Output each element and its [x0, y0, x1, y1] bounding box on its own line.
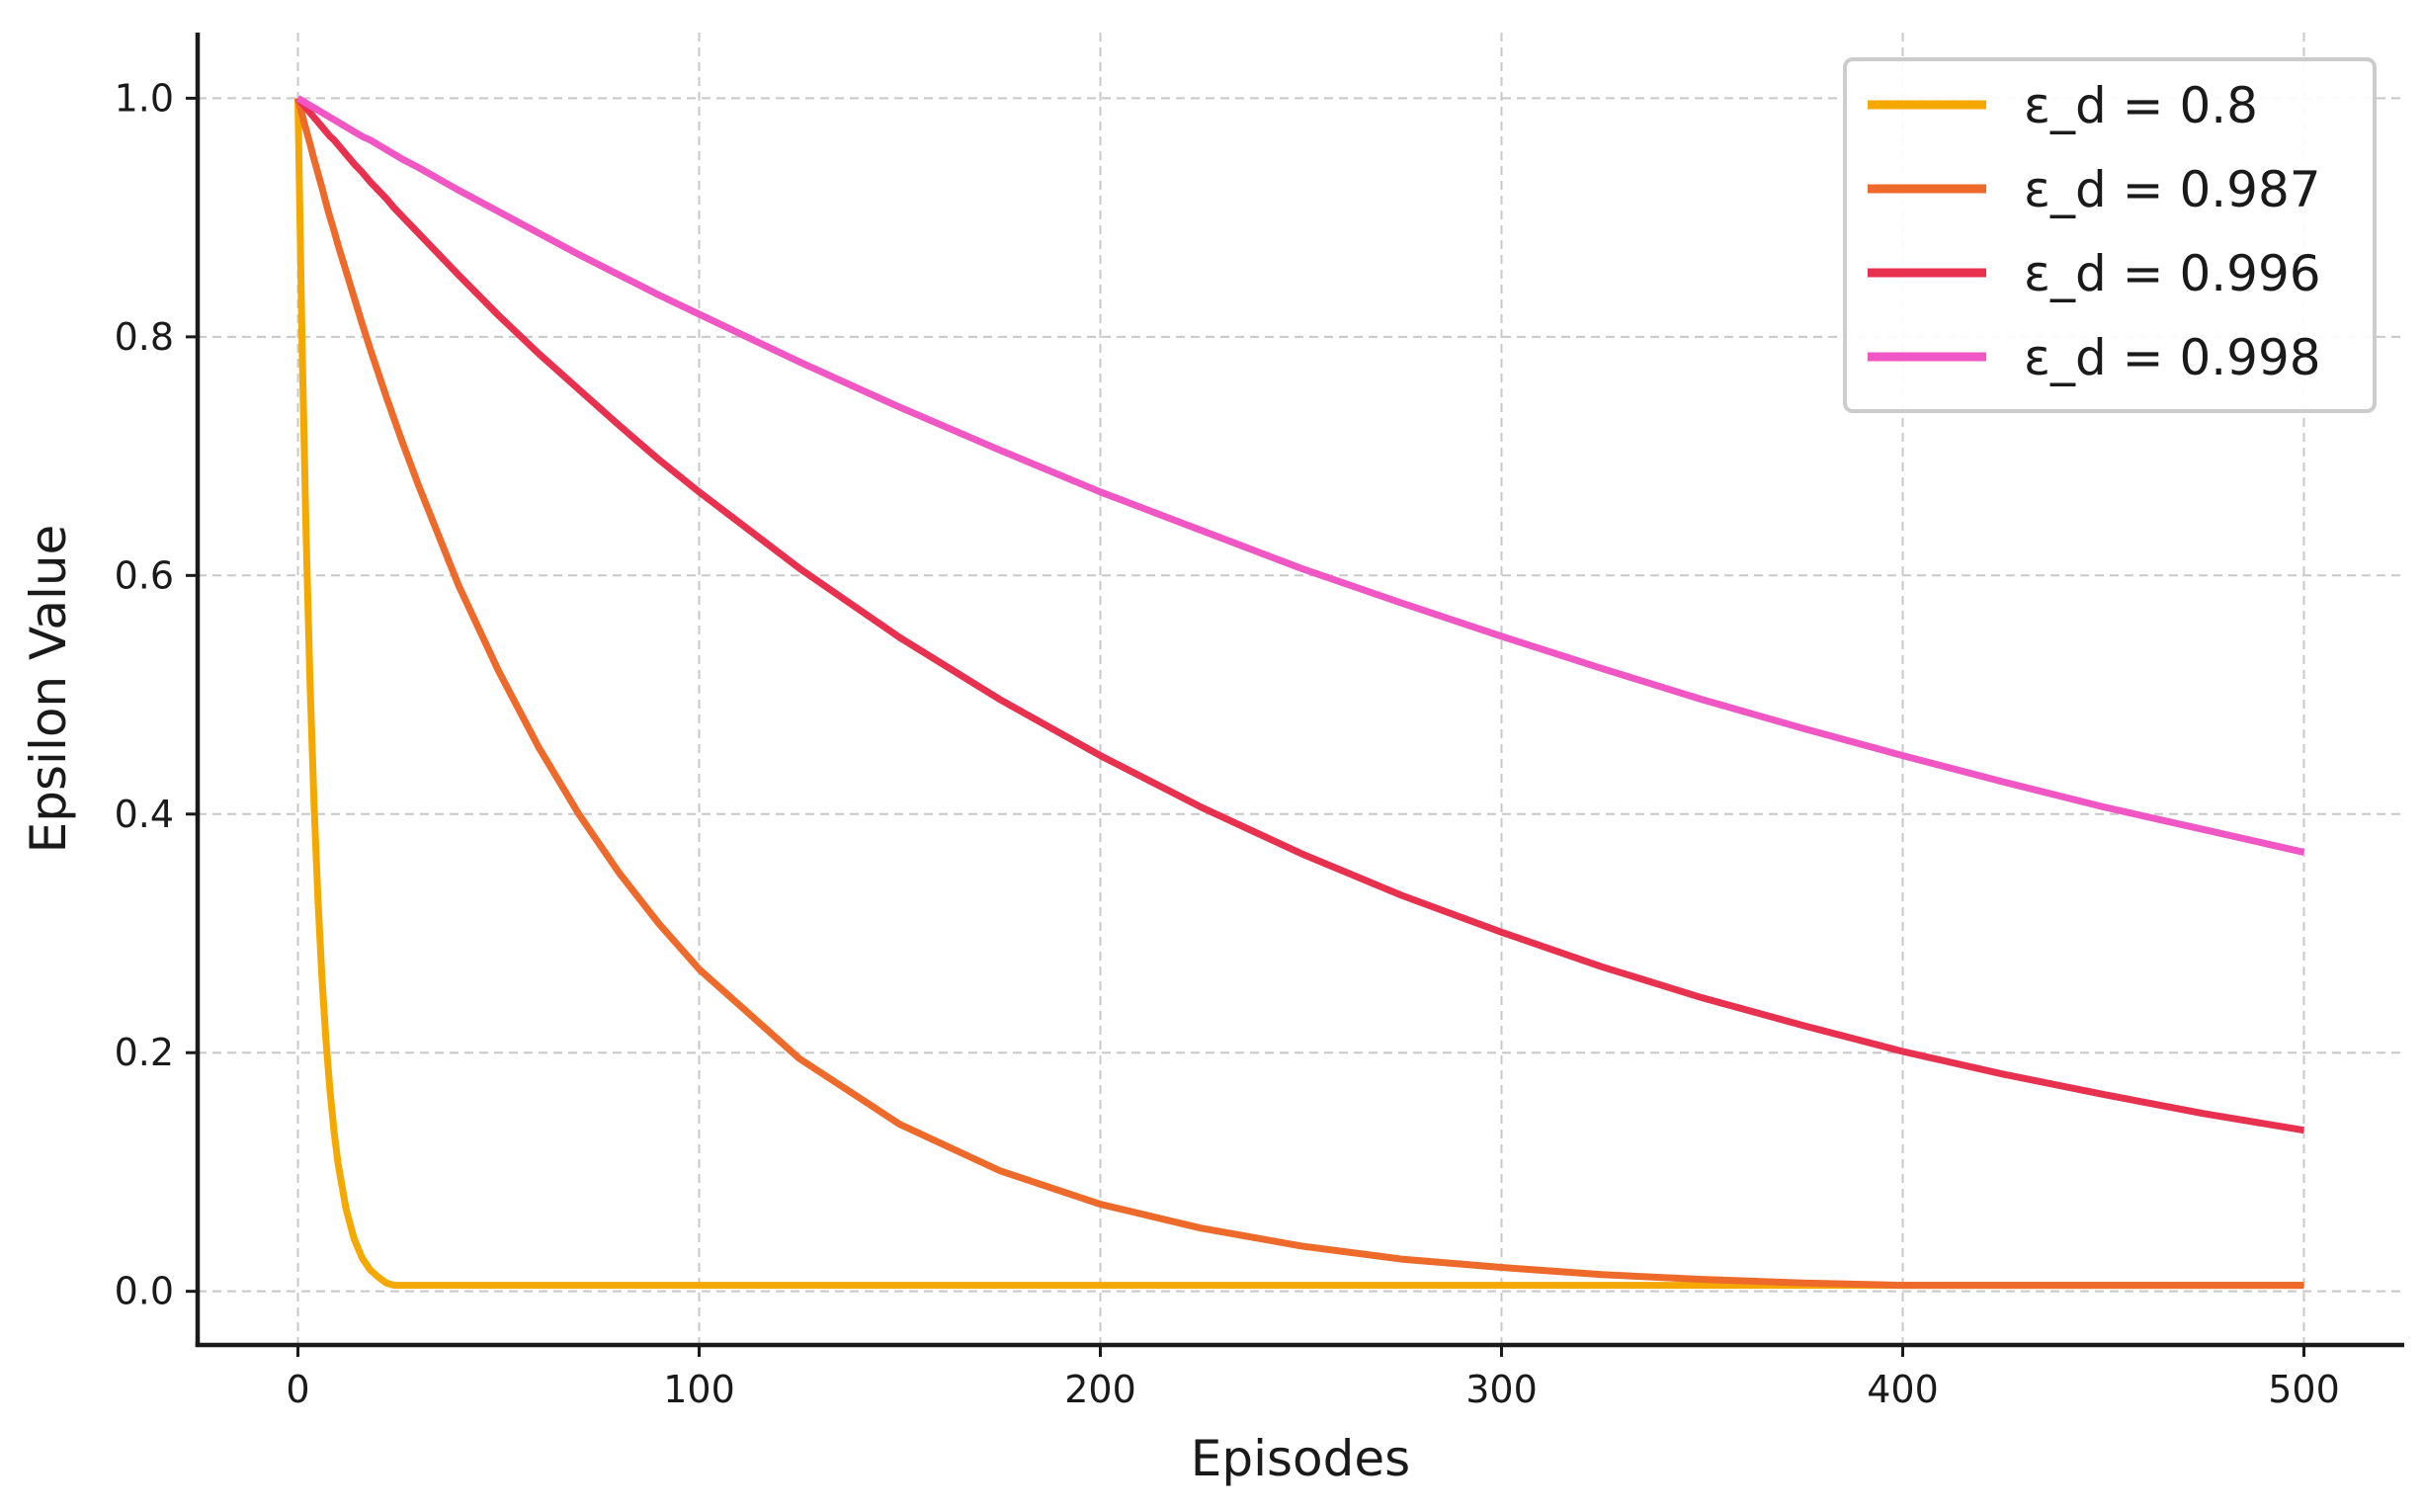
- legend-entries: ε_d = 0.8 ε_d = 0.987 ε_d = 0.996 ε_d = 0.9…: [1868, 77, 2321, 386]
- y-tick-label: 0.4: [115, 793, 174, 836]
- axes: [195, 33, 2404, 1348]
- y-axis-title: Epsilon Value: [20, 525, 77, 854]
- legend: ε_d = 0.8 ε_d = 0.987 ε_d = 0.996 ε_d = 0.9…: [1843, 57, 2377, 413]
- x-tick-label: 0: [286, 1368, 309, 1411]
- series-line-1: [294, 98, 2304, 1290]
- y-tick-label: 0.2: [115, 1031, 174, 1074]
- series-line-4: [295, 95, 2305, 856]
- legend-label-4: ε_d = 0.998: [2024, 329, 2321, 386]
- x-axis-title: Episodes: [1191, 1430, 1410, 1487]
- y-tick-label: 0.0: [115, 1270, 174, 1313]
- y-tick-label: 0.6: [115, 553, 174, 597]
- x-tick-label: 300: [1465, 1368, 1538, 1411]
- y-tick-label: 0.8: [115, 315, 174, 359]
- legend-label-2: ε_d = 0.987: [2024, 161, 2321, 218]
- series-line-2: [294, 97, 2304, 1290]
- series-lines: [294, 95, 2305, 1290]
- x-tick-label: 500: [2268, 1368, 2340, 1411]
- series-line-3: [294, 96, 2305, 1134]
- y-tick-label: 1.0: [115, 76, 174, 120]
- x-ticks: 0 100 200 300 400 500: [286, 1345, 2340, 1411]
- legend-label-3: ε_d = 0.996: [2024, 245, 2321, 302]
- x-tick-label: 200: [1064, 1368, 1136, 1411]
- legend-label-1: ε_d = 0.8: [2024, 77, 2258, 134]
- x-tick-label: 100: [663, 1368, 735, 1411]
- legend-frame: [1843, 57, 2377, 413]
- x-tick-label: 400: [1867, 1368, 1939, 1411]
- y-ticks: 0.0 0.2 0.4 0.6 0.8 1.0: [115, 76, 198, 1313]
